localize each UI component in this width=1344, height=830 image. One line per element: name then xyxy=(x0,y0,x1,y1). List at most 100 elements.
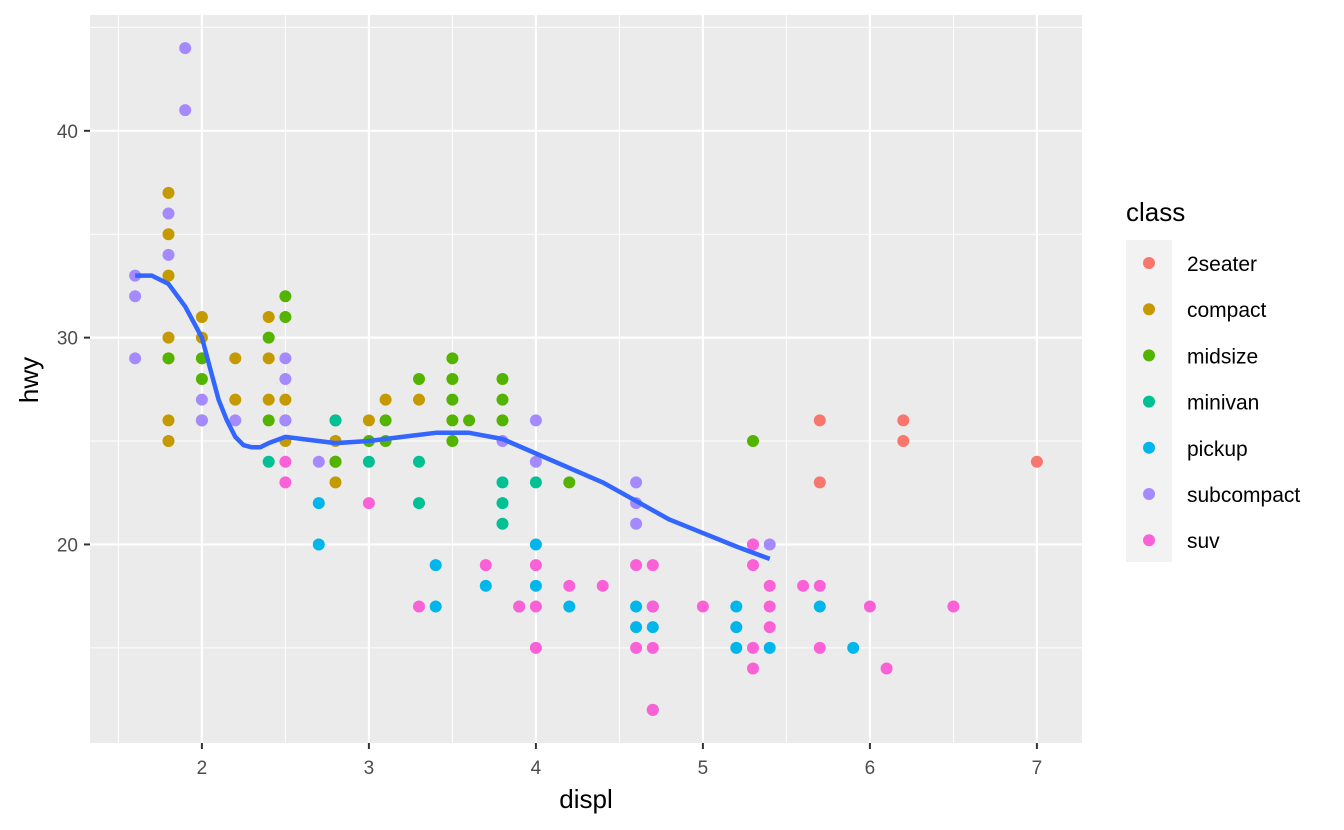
legend-label-minivan: minivan xyxy=(1187,392,1259,415)
data-point-compact xyxy=(229,352,242,365)
legend-key-2seater xyxy=(1143,257,1155,269)
data-point-midsize xyxy=(446,352,459,365)
data-point-2seater xyxy=(897,414,910,427)
data-point-suv xyxy=(529,559,542,572)
data-point-midsize xyxy=(329,455,342,468)
data-point-minivan xyxy=(496,517,509,530)
data-point-subcompact xyxy=(279,352,292,365)
data-point-pickup xyxy=(813,600,826,613)
data-point-pickup xyxy=(730,641,743,654)
data-point-suv xyxy=(763,579,776,592)
data-point-compact xyxy=(162,228,175,241)
data-point-midsize xyxy=(446,414,459,427)
data-point-minivan xyxy=(412,497,425,510)
data-point-suv xyxy=(813,579,826,592)
data-point-pickup xyxy=(312,538,325,551)
data-point-midsize xyxy=(262,331,275,344)
legend-label-subcompact: subcompact xyxy=(1187,484,1300,507)
data-point-midsize xyxy=(496,393,509,406)
data-point-suv xyxy=(747,641,760,654)
legend-label-midsize: midsize xyxy=(1187,345,1258,368)
data-point-2seater xyxy=(1030,455,1043,468)
data-point-midsize xyxy=(379,414,392,427)
legend-key-suv xyxy=(1143,534,1155,547)
legend-label-suv: suv xyxy=(1187,530,1220,553)
data-point-suv xyxy=(696,600,709,613)
smooth-line xyxy=(135,273,771,562)
data-point-compact xyxy=(162,435,175,448)
legend-label-pickup: pickup xyxy=(1187,438,1248,461)
data-point-suv xyxy=(747,662,760,675)
data-point-subcompact xyxy=(630,517,643,530)
data-point-compact xyxy=(262,310,275,323)
data-point-subcompact xyxy=(763,538,776,551)
data-point-pickup xyxy=(630,600,643,613)
data-point-subcompact xyxy=(529,414,542,427)
data-point-pickup xyxy=(429,600,442,613)
data-point-suv xyxy=(529,600,542,613)
data-point-pickup xyxy=(730,621,743,634)
data-point-compact xyxy=(262,393,275,406)
data-point-compact xyxy=(162,269,175,282)
data-point-suv xyxy=(412,600,425,613)
data-point-pickup xyxy=(730,600,743,613)
data-point-2seater xyxy=(813,476,826,489)
data-point-midsize xyxy=(563,476,576,489)
data-point-pickup xyxy=(429,559,442,572)
legend-entries: 2seater compact midsize minivan pickup subcom… xyxy=(1143,253,1300,553)
data-point-subcompact xyxy=(229,414,242,427)
data-point-compact xyxy=(162,186,175,199)
data-point-pickup xyxy=(312,497,325,510)
data-point-midsize xyxy=(262,414,275,427)
data-point-pickup xyxy=(646,621,659,634)
data-point-pickup xyxy=(563,600,576,613)
y-tick-label: 30 xyxy=(57,329,78,350)
data-point-minivan xyxy=(496,497,509,510)
data-point-subcompact xyxy=(129,269,142,282)
data-point-minivan xyxy=(412,455,425,468)
legend-key-midsize xyxy=(1143,349,1155,362)
data-point-midsize xyxy=(162,352,175,365)
panel-background xyxy=(90,15,1082,743)
y-tick-label: 40 xyxy=(57,122,78,143)
legend-label-compact: compact xyxy=(1187,299,1267,322)
data-point-midsize xyxy=(446,393,459,406)
data-point-minivan xyxy=(329,414,342,427)
data-point-suv xyxy=(880,662,893,675)
legend-key-compact xyxy=(1143,303,1155,316)
data-point-compact xyxy=(279,393,292,406)
x-tick-label: 4 xyxy=(531,758,542,779)
data-point-pickup xyxy=(630,621,643,634)
data-point-compact xyxy=(379,393,392,406)
legend: class 2seater compact midsize minivan pickup… xyxy=(1126,197,1300,562)
grid-major xyxy=(90,15,1082,743)
data-point-compact xyxy=(262,352,275,365)
data-point-suv xyxy=(279,476,292,489)
data-point-suv xyxy=(563,579,576,592)
data-point-suv xyxy=(763,621,776,634)
x-tick-label: 3 xyxy=(364,758,375,779)
data-point-pickup xyxy=(847,641,860,654)
data-point-suv xyxy=(863,600,876,613)
data-point-subcompact xyxy=(529,455,542,468)
data-point-minivan xyxy=(362,455,375,468)
data-point-subcompact xyxy=(129,290,142,303)
data-point-subcompact xyxy=(179,104,192,117)
x-tick-label: 5 xyxy=(698,758,709,779)
data-point-subcompact xyxy=(129,352,142,365)
data-point-suv xyxy=(747,559,760,572)
data-point-suv xyxy=(362,497,375,510)
data-point-suv xyxy=(646,641,659,654)
data-point-suv xyxy=(279,455,292,468)
data-point-midsize xyxy=(279,290,292,303)
data-point-minivan xyxy=(262,455,275,468)
legend-key-subcompact xyxy=(1143,488,1155,500)
legend-key-minivan xyxy=(1143,395,1155,408)
legend-label-2seater: 2seater xyxy=(1187,253,1257,276)
data-point-midsize xyxy=(496,373,509,385)
data-point-suv xyxy=(630,559,643,572)
data-point-pickup xyxy=(529,579,542,592)
data-point-suv xyxy=(797,579,810,592)
data-point-2seater xyxy=(813,414,826,427)
